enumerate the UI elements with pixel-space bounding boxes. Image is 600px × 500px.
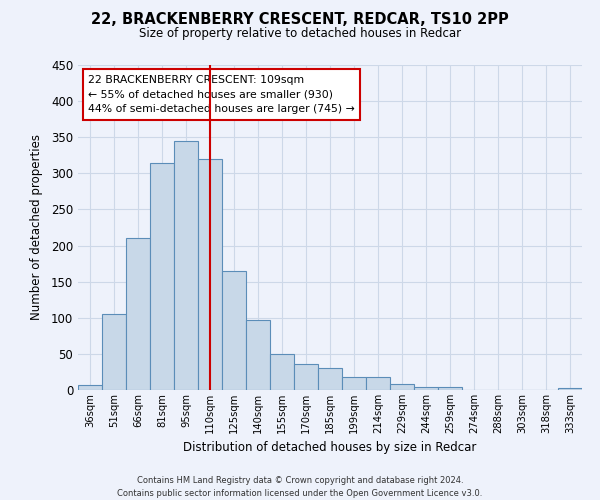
- Bar: [558, 388, 582, 390]
- Bar: [78, 385, 102, 390]
- Bar: [342, 377, 366, 390]
- Y-axis label: Number of detached properties: Number of detached properties: [29, 134, 43, 320]
- Bar: [174, 141, 198, 390]
- Bar: [318, 368, 342, 390]
- Text: 22, BRACKENBERRY CRESCENT, REDCAR, TS10 2PP: 22, BRACKENBERRY CRESCENT, REDCAR, TS10 …: [91, 12, 509, 28]
- Bar: [438, 387, 462, 390]
- Bar: [102, 314, 126, 390]
- Bar: [366, 377, 390, 390]
- Text: 22 BRACKENBERRY CRESCENT: 109sqm
← 55% of detached houses are smaller (930)
44% : 22 BRACKENBERRY CRESCENT: 109sqm ← 55% o…: [88, 74, 355, 114]
- X-axis label: Distribution of detached houses by size in Redcar: Distribution of detached houses by size …: [184, 442, 476, 454]
- Text: Contains HM Land Registry data © Crown copyright and database right 2024.
Contai: Contains HM Land Registry data © Crown c…: [118, 476, 482, 498]
- Bar: [270, 354, 294, 390]
- Bar: [390, 384, 414, 390]
- Bar: [126, 238, 150, 390]
- Bar: [198, 159, 222, 390]
- Bar: [414, 387, 438, 390]
- Bar: [150, 162, 174, 390]
- Text: Size of property relative to detached houses in Redcar: Size of property relative to detached ho…: [139, 28, 461, 40]
- Bar: [246, 320, 270, 390]
- Bar: [294, 364, 318, 390]
- Bar: [222, 271, 246, 390]
